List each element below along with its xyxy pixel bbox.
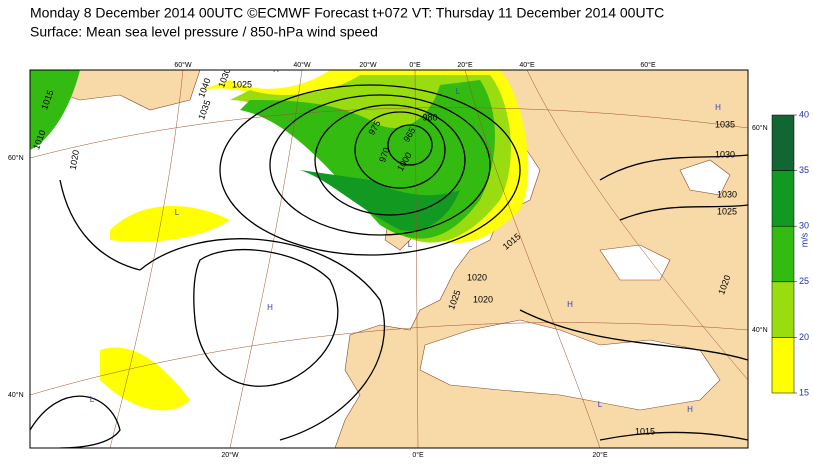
isobar-label: 1030 [715, 149, 735, 159]
pressure-centre: L [408, 240, 413, 249]
colorbar-tick-label: 35 [799, 165, 809, 175]
subtitle: Surface: Mean sea level pressure / 850-h… [30, 24, 378, 40]
graticule-label: 20°W [221, 451, 239, 459]
wind-25 [30, 70, 80, 150]
graticule-label: 60°N [8, 154, 24, 162]
colorbar-band [771, 225, 795, 283]
pressure-centre: H [267, 303, 273, 312]
isobar-label: 1020 [467, 272, 487, 282]
graticule-label: 20°E [457, 61, 473, 69]
isobar-label: 980 [422, 112, 437, 122]
pressure-centre: L [456, 87, 461, 96]
isobar-label: 1020 [68, 149, 81, 170]
isobar-label: 970 [377, 146, 392, 164]
colorbar-tick-label: 40 [799, 109, 809, 119]
colorbar-tick-label: 15 [799, 387, 809, 397]
colorbar-band [771, 281, 795, 338]
graticule-label: 60°E [640, 61, 656, 69]
title: Monday 8 December 2014 00UTC ©ECMWF Fore… [30, 5, 664, 21]
wind-15 [100, 347, 190, 411]
graticule-label: 60°W [174, 61, 192, 69]
isobar-label: 1015 [635, 426, 655, 436]
pressure-centre: H [567, 300, 573, 309]
colorbar: 15 20 25 30 35 40 [771, 109, 809, 397]
graticule-label: 0°E [412, 451, 424, 459]
isobar-label: 1030 [717, 189, 737, 199]
graticule-label: 40°W [293, 61, 311, 69]
graticule-label: 40°N [8, 391, 24, 399]
map-frame [29, 69, 749, 449]
graticule-lines [30, 70, 748, 448]
graticule-labels: 60°W 40°W 20°W 0°E 20°E 40°E 60°E 20°W 0°E 20°E 60… [8, 61, 768, 459]
graticule-label: 20°E [592, 451, 608, 459]
pressure-centre: L [175, 208, 180, 217]
colorbar-tick-label: 30 [799, 221, 809, 231]
isobar-label: 1025 [232, 79, 252, 89]
colorbar-band [771, 170, 795, 227]
colorbar-tick-label: 20 [799, 332, 809, 342]
graticule-label: 0°E [409, 61, 421, 69]
pressure-centre: H [715, 103, 721, 112]
pressure-centres: H L H L L H H L H L [90, 65, 721, 414]
wind-30 [300, 170, 460, 231]
graticule-label: 20°W [359, 61, 377, 69]
isobar-label: 1020 [473, 294, 493, 304]
pressure-centre: H [273, 65, 279, 74]
graticule-label: 60°N [752, 124, 768, 132]
wind-15 [110, 206, 230, 242]
graticule-label: 40°N [752, 326, 768, 334]
colorbar-unit: m/s [799, 232, 809, 247]
caspian-area [679, 159, 731, 196]
colorbar-band [771, 337, 795, 394]
graticule-label: 40°E [519, 61, 535, 69]
pressure-centre: L [90, 395, 95, 404]
colorbar-tick-label: 25 [799, 276, 809, 286]
isobars [30, 84, 748, 448]
colorbar-band [771, 114, 795, 171]
pressure-centre: L [598, 400, 603, 409]
isobar-label: 1035 [715, 119, 735, 129]
black-sea [599, 244, 671, 281]
pressure-centre: H [687, 405, 693, 414]
isobar-label: 1025 [717, 206, 737, 216]
